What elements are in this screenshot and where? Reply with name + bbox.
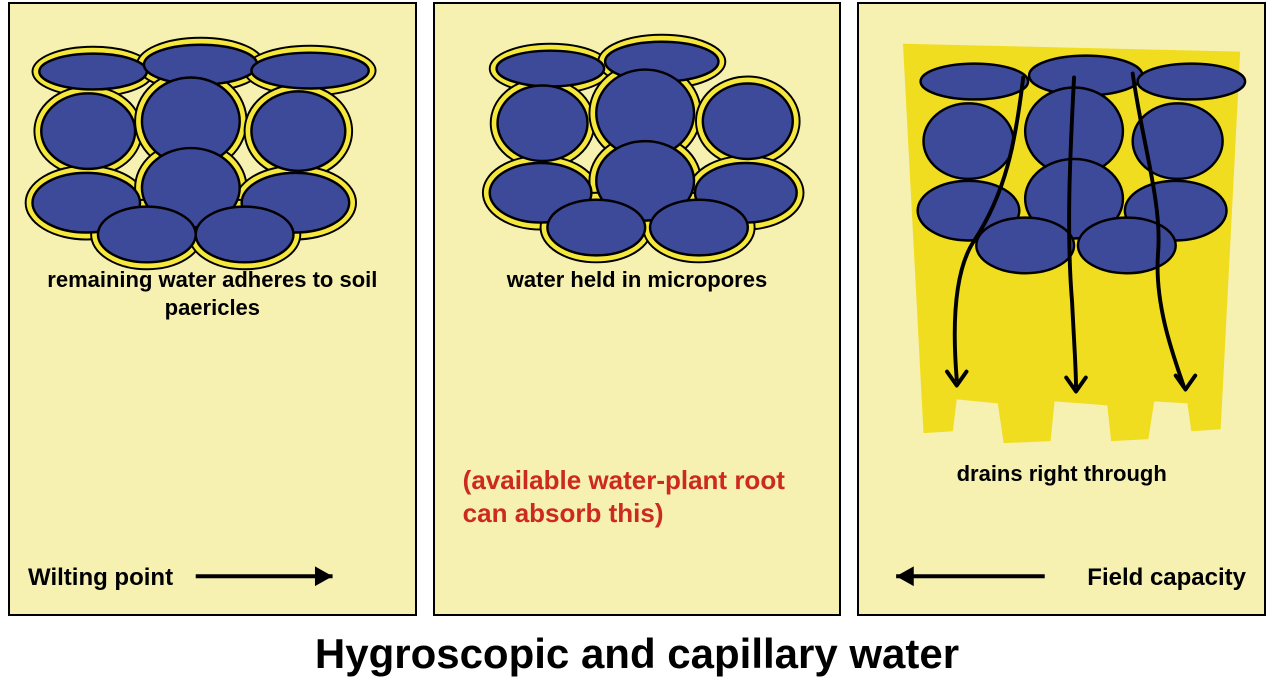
soil-particle bbox=[650, 200, 748, 256]
soil-particle bbox=[977, 218, 1075, 274]
soil-particle bbox=[921, 64, 1029, 100]
soil-particle bbox=[98, 207, 196, 263]
soil-particle bbox=[702, 83, 792, 159]
arrow-right-icon bbox=[315, 566, 333, 586]
soil-particle bbox=[41, 93, 135, 169]
bottom-label: Wilting point bbox=[28, 564, 173, 592]
bottom-label: Field capacity bbox=[1087, 564, 1246, 592]
soil-particle bbox=[251, 91, 345, 170]
soil-particle bbox=[497, 85, 587, 161]
soil-particle bbox=[251, 53, 368, 89]
soil-particle bbox=[39, 54, 147, 90]
diagram-title: Hygroscopic and capillary water bbox=[0, 630, 1274, 678]
soil-particle bbox=[547, 200, 645, 256]
panels-row: remaining water adheres to soil paericle… bbox=[0, 0, 1274, 616]
panel-wilting: remaining water adheres to soil paericle… bbox=[8, 2, 417, 616]
panel-svg bbox=[859, 4, 1264, 614]
soil-particle bbox=[1138, 64, 1246, 100]
arrow-left-icon bbox=[896, 566, 914, 586]
soil-particle bbox=[196, 207, 294, 263]
soil-particle bbox=[496, 51, 604, 87]
panel-caption: remaining water adheres to soil paericle… bbox=[10, 266, 415, 321]
panel-field-capacity: drains right through Field capacity bbox=[857, 2, 1266, 616]
panel-available: water held in micropores (available water… bbox=[433, 2, 842, 616]
panel-caption: drains right through bbox=[859, 460, 1264, 488]
soil-particle bbox=[924, 103, 1014, 179]
soil-particle bbox=[1078, 218, 1176, 274]
emphasis-note: (available water-plant root can absorb t… bbox=[463, 464, 812, 529]
panel-caption: water held in micropores bbox=[435, 266, 840, 294]
